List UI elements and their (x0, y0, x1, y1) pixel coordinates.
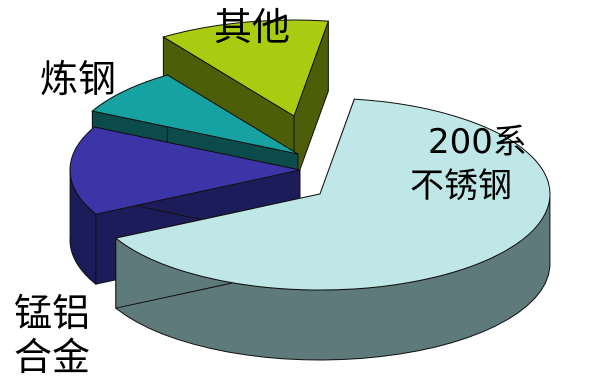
label-steelmaking: 炼钢 (40, 57, 117, 101)
label-mn-al-line1: 锰铝 (14, 291, 91, 335)
label-mn-al-line2: 合金 (14, 335, 91, 379)
pie-slice (114, 98, 551, 361)
label-200-series-line1: 200系 (428, 122, 527, 162)
label-other: 其他 (214, 5, 291, 49)
label-200-series-line2: 不锈钢 (410, 166, 512, 206)
